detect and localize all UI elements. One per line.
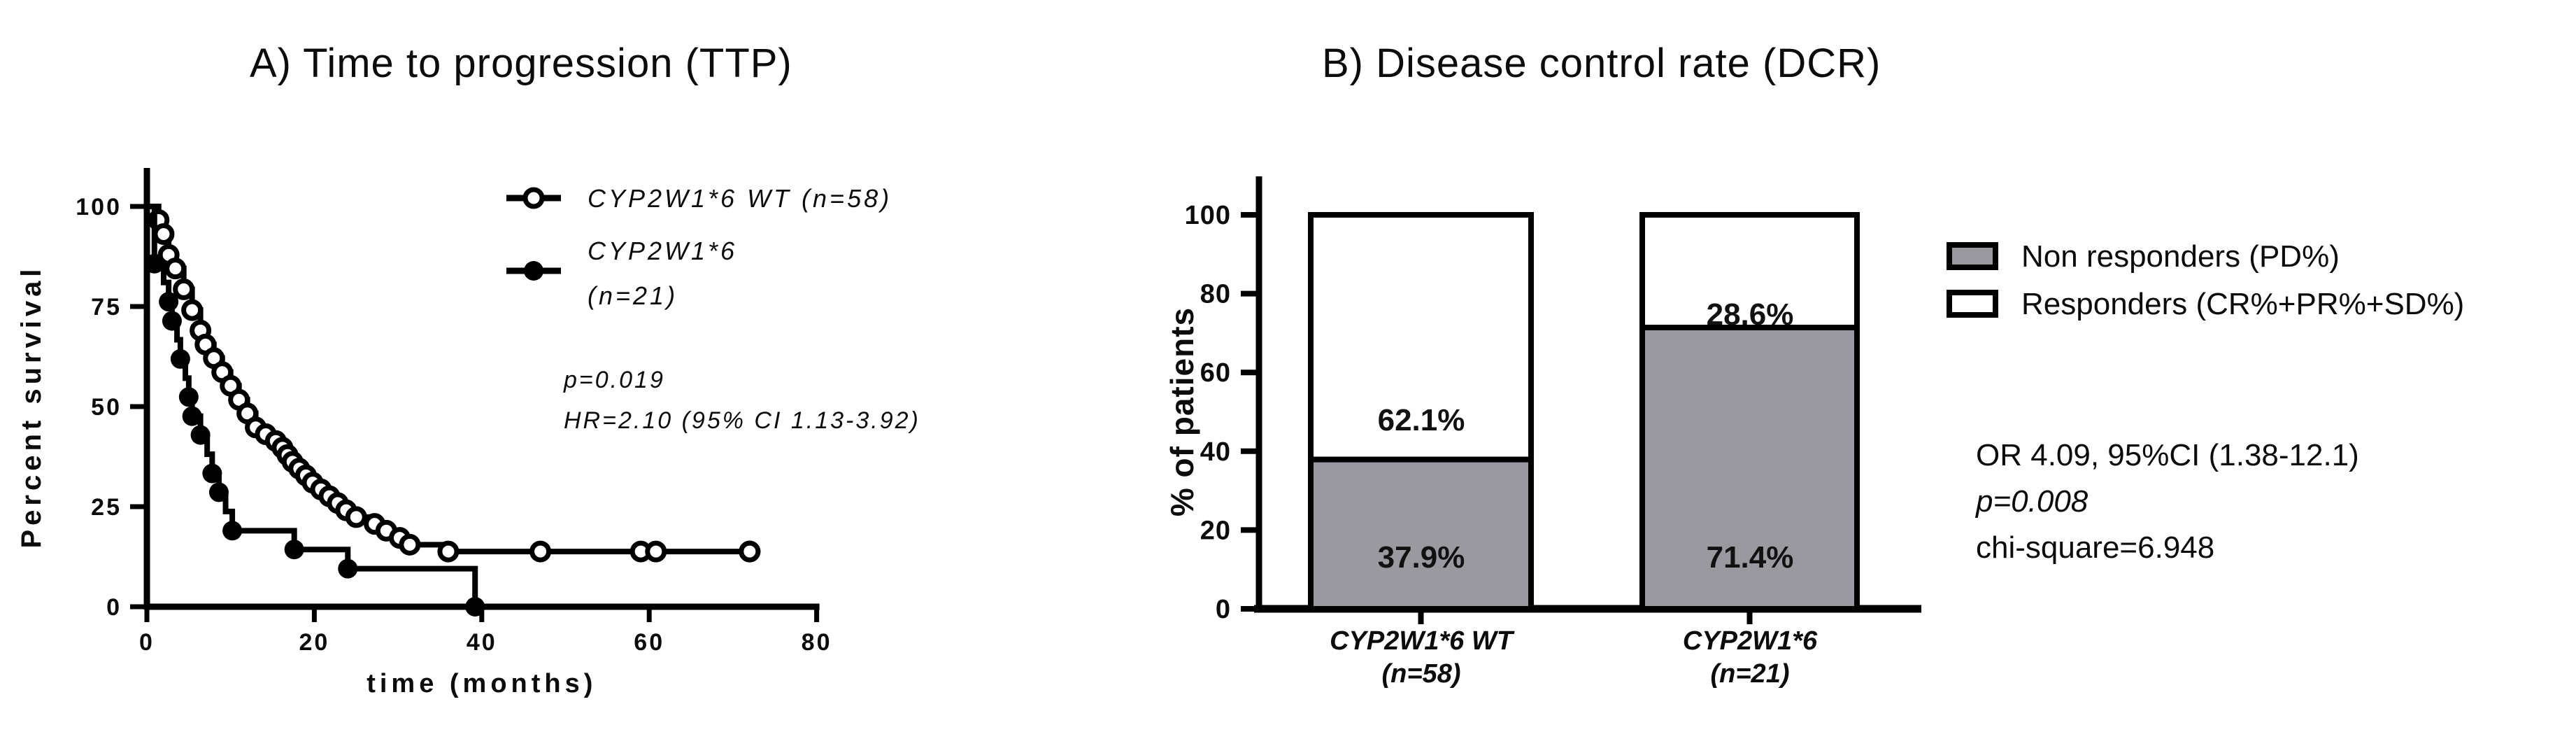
km-legend-wt-label: CYP2W1*6 WT (n=58) bbox=[588, 184, 892, 213]
bar1-category-line1: CYP2W1*6 WT bbox=[1330, 626, 1513, 656]
km-y-tick-label: 100 bbox=[76, 194, 122, 220]
km-event-marker-variant bbox=[465, 597, 485, 617]
bar-y-tick-label: 100 bbox=[1185, 201, 1231, 230]
km-censor-marker-wt bbox=[152, 223, 175, 245]
bar2-gray-segment-label: 71.4% bbox=[1706, 540, 1794, 575]
bar-y-tick-label: 20 bbox=[1200, 516, 1231, 545]
odds-ratio-text: OR 4.09, 95%CI (1.38-12.1) bbox=[1976, 438, 2359, 472]
km-event-marker-variant bbox=[162, 311, 182, 331]
legend-swatch-responders bbox=[1947, 290, 1998, 318]
km-x-tick-label: 40 bbox=[467, 629, 497, 656]
km-x-tick-label: 0 bbox=[139, 629, 155, 656]
bar1-non-responders-segment bbox=[1308, 456, 1534, 612]
bar2-white-segment-label: 28.6% bbox=[1706, 297, 1794, 332]
km-x-tick-label: 20 bbox=[299, 629, 329, 656]
bar2-category-label: CYP2W1*6 (n=21) bbox=[1596, 625, 1904, 691]
km-legend-variant-label-line1: CYP2W1*6 bbox=[588, 237, 738, 265]
legend-label-responders: Responders (CR%+PR%+SD%) bbox=[2021, 287, 2465, 321]
bar-y-tick-label: 80 bbox=[1200, 280, 1231, 309]
km-x-axis-title: time (months) bbox=[367, 669, 597, 698]
bar1-category-label: CYP2W1*6 WT (n=58) bbox=[1267, 625, 1575, 691]
km-event-marker-variant bbox=[338, 558, 358, 579]
km-event-marker-variant bbox=[202, 463, 222, 484]
km-x-tick-label: 80 bbox=[802, 629, 832, 656]
km-hazard-ratio: HR=2.10 (95% CI 1.13-3.92) bbox=[564, 407, 920, 434]
km-p-value: p=0.019 bbox=[564, 367, 665, 393]
km-legend-variant-marker bbox=[524, 261, 543, 281]
km-event-marker-variant bbox=[190, 425, 211, 445]
km-censor-marker-wt bbox=[399, 533, 421, 556]
km-censor-marker-wt bbox=[345, 506, 367, 528]
km-event-marker-variant bbox=[170, 349, 190, 369]
km-event-marker-variant bbox=[182, 406, 202, 426]
km-event-marker-variant bbox=[222, 521, 243, 541]
bar-y-axis-title: % of patients bbox=[1164, 307, 1200, 516]
legend-swatch-non-responders bbox=[1947, 242, 1998, 270]
km-censor-marker-wt bbox=[164, 258, 187, 280]
panel-b-title: B) Disease control rate (DCR) bbox=[1322, 41, 1881, 86]
bar2-category-line1: CYP2W1*6 bbox=[1682, 626, 1818, 656]
km-event-marker-variant bbox=[178, 387, 199, 407]
km-censor-marker-wt bbox=[437, 540, 460, 563]
bar-p-value-text: p=0.008 bbox=[1976, 484, 2088, 519]
bar2-category-line2: (n=21) bbox=[1710, 659, 1790, 689]
km-event-marker-variant bbox=[284, 540, 304, 560]
km-censor-marker-wt bbox=[739, 540, 761, 563]
bar1-gray-segment-label: 37.9% bbox=[1377, 540, 1465, 575]
panel-a-title: A) Time to progression (TTP) bbox=[250, 41, 792, 86]
bar1-white-segment-label: 62.1% bbox=[1377, 403, 1465, 437]
km-y-axis-title: Percent survival bbox=[16, 265, 47, 548]
bar-y-tick-label: 60 bbox=[1200, 358, 1231, 388]
chi-square-text: chi-square=6.948 bbox=[1976, 530, 2215, 565]
bar-chart-stats: OR 4.09, 95%CI (1.38-12.1) p=0.008 chi-s… bbox=[1976, 432, 2359, 571]
km-event-marker-variant bbox=[144, 253, 164, 274]
km-legend-wt-marker bbox=[522, 187, 545, 209]
km-legend-variant-label-line2: (n=21) bbox=[588, 281, 678, 310]
km-x-tick-label: 60 bbox=[634, 629, 664, 656]
km-censor-marker-wt bbox=[173, 278, 195, 300]
bar1-responders-segment bbox=[1308, 212, 1534, 463]
km-y-tick-label: 50 bbox=[91, 394, 122, 421]
km-censor-marker-wt bbox=[645, 540, 667, 563]
bar-y-tick-label: 0 bbox=[1216, 595, 1231, 624]
km-y-tick-label: 25 bbox=[91, 494, 122, 521]
bar-y-tick-label: 40 bbox=[1200, 437, 1231, 467]
km-censor-marker-wt bbox=[529, 540, 552, 563]
bar1-category-line2: (n=58) bbox=[1381, 659, 1461, 689]
km-event-marker-variant bbox=[208, 482, 229, 502]
km-y-tick-label: 0 bbox=[106, 594, 122, 621]
km-y-tick-label: 75 bbox=[91, 294, 122, 321]
km-censor-marker-wt bbox=[181, 299, 204, 321]
km-event-marker-variant bbox=[159, 292, 179, 312]
legend-label-non-responders: Non responders (PD%) bbox=[2021, 239, 2340, 274]
